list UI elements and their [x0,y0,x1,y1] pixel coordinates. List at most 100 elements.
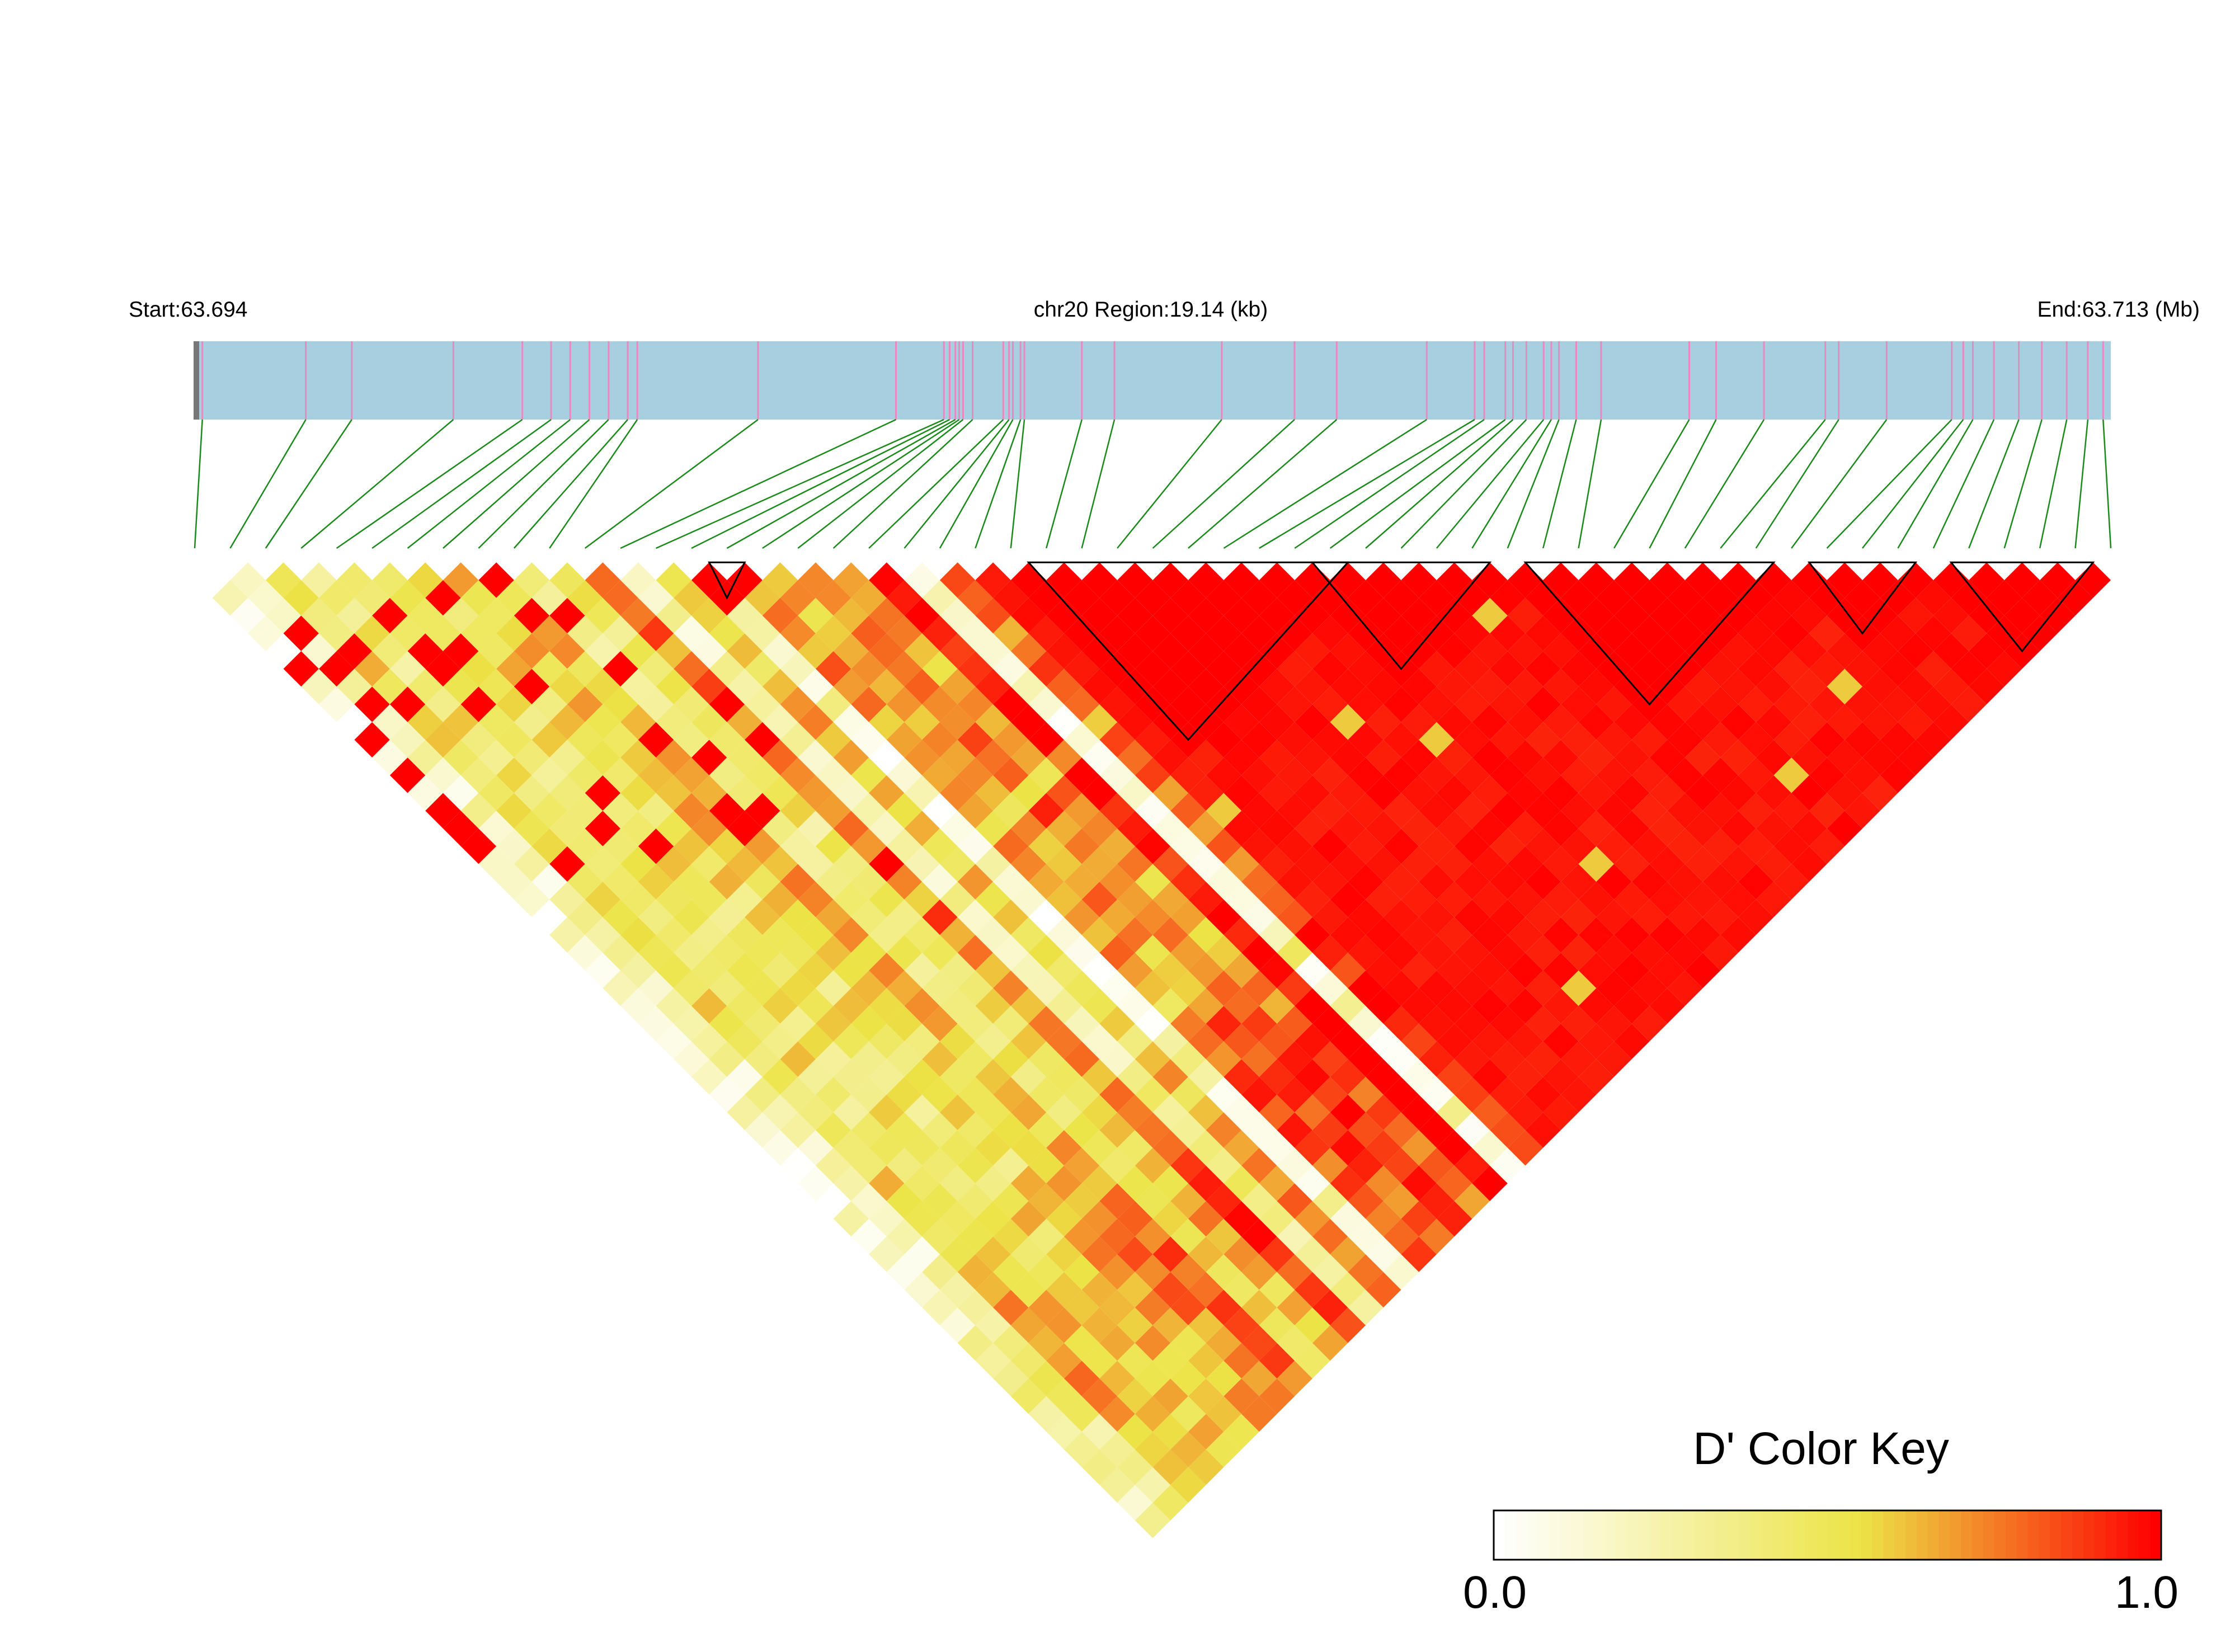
ld-cell [886,722,923,758]
ld-cell [1525,899,1561,935]
ld-cell [1791,775,1827,811]
ld-cell [1543,562,1579,598]
ld-cell [1152,597,1188,634]
ld-cell [1295,1272,1330,1308]
ld-cell [265,633,302,669]
ld-cell [1028,1041,1064,1077]
ld-cell [1667,757,1703,793]
ld-cell [1081,1378,1118,1414]
ld-cell [567,615,603,651]
ld-cell [1117,562,1153,598]
ld-cell [1490,935,1526,971]
ld-cell [1366,1201,1401,1237]
ld-cell [957,722,994,758]
ld-cell [1117,633,1153,669]
ld-cell [1525,757,1561,793]
ld-cell [1454,1147,1490,1184]
ld-cell [1472,597,1508,634]
ld-cell [1827,597,1863,634]
ld-cell [1436,1059,1472,1095]
ld-cell [1099,864,1135,900]
snp-connector [371,418,552,549]
ld-cell [1631,651,1668,687]
ld-cell [1152,882,1188,917]
ld-cell [1117,811,1153,846]
ld-cell [727,811,763,846]
ld-cell [354,580,390,616]
ld-cell [1578,597,1615,634]
ld-cell [1170,1254,1206,1290]
ld-cell [833,1201,869,1237]
ld-cell [1702,793,1739,829]
ld-cell [1046,952,1082,989]
haplotype-block-outline [708,561,746,600]
ld-cell [904,597,940,634]
ld-cell [1010,846,1047,882]
ld-cell [1117,740,1153,775]
ld-cell [1152,1130,1188,1166]
ld-cell [1454,1041,1490,1077]
color-key-cell [1571,1510,1584,1560]
ld-cell [1490,757,1526,793]
ld-cell [815,580,851,616]
ld-cell [1206,828,1242,864]
ld-cell [975,1236,1011,1272]
ld-cell [1525,935,1561,971]
ld-cell [1277,686,1312,722]
ld-cell [1295,1307,1330,1343]
ld-cell [1525,615,1561,651]
ld-cell [1117,1485,1153,1521]
ld-cell [798,988,834,1024]
ld-cell [1631,828,1668,864]
ld-cell [1419,970,1455,1006]
ld-cell [709,722,745,758]
ld-cell [1756,846,1792,882]
ld-cell [1330,1165,1366,1201]
ld-cell [1152,562,1188,598]
ld-cell [1809,793,1845,829]
ld-cell [1206,1361,1242,1396]
ld-cell [1064,1147,1100,1184]
ld-cell [780,1076,816,1113]
ld-cell [1649,882,1685,917]
ld-cell [1081,669,1118,704]
ld-cell [1206,1432,1242,1467]
ld-cell [1454,864,1490,900]
ld-cell [1224,633,1259,669]
ld-cell [1312,899,1348,935]
ld-cell [709,1076,745,1113]
ld-cell [1348,970,1384,1006]
ld-cell [549,597,585,634]
ld-cell [1472,1094,1508,1131]
ld-cell [585,704,621,740]
ld-cell [1152,1236,1188,1272]
ld-cell [1401,1201,1437,1237]
ld-cell [1720,597,1756,634]
ld-cell [1170,1112,1206,1148]
ld-cell [1046,1272,1082,1308]
ld-cell [780,722,816,758]
color-key-cell [1727,1510,1739,1560]
ld-cell [1702,686,1739,722]
ld-cell [1401,704,1437,740]
ld-cell [1330,988,1366,1024]
ld-cell [443,775,479,811]
ld-cell [939,882,976,917]
ld-cell [957,1183,994,1219]
ld-cell [975,633,1011,669]
ld-cell [638,864,674,900]
ld-cell [1720,917,1756,953]
ld-cell [514,562,550,598]
ld-cell [780,651,816,687]
ld-cell [1188,669,1224,704]
ld-cell [1046,562,1082,598]
ld-cell [1649,917,1685,953]
ld-cell [1188,1414,1224,1449]
ld-cell [1135,1503,1171,1538]
ld-cell [1578,669,1615,704]
ld-cell [1028,899,1064,935]
ld-cell [1667,828,1703,864]
ld-cell [1366,1059,1401,1095]
ld-cell [993,757,1029,793]
ld-cell [833,1059,869,1095]
